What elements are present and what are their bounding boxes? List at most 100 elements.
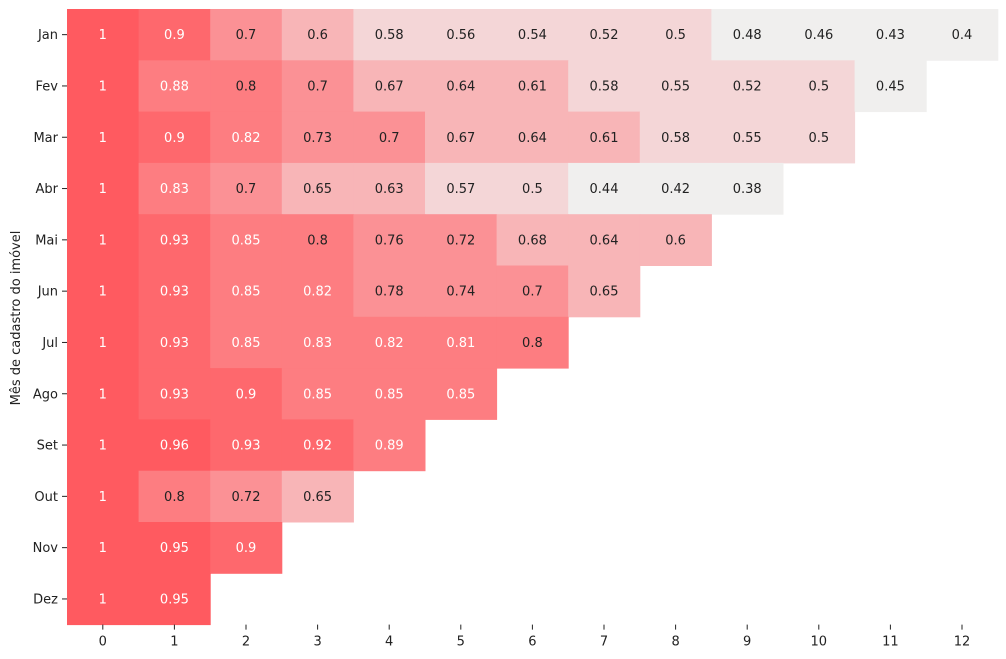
heatmap-cell-label: 0.58 [661,131,690,146]
heatmap-cell [353,419,426,472]
heatmap-cell [425,111,498,164]
heatmap-cell-label: 0.7 [307,79,328,94]
heatmap-cell [639,214,712,266]
heatmap-cell-label: 0.76 [375,233,404,248]
heatmap-cell [425,214,498,266]
heatmap-cell [783,111,856,164]
heatmap-cell [568,9,641,61]
heatmap-cell [711,111,784,164]
heatmap-cell [281,419,354,472]
x-tick-label: 11 [882,635,899,650]
heatmap-cell [639,162,712,215]
heatmap-cell-label: 0.85 [303,387,332,402]
heatmap-cell-label: 0.65 [590,285,619,300]
heatmap-cell-label: 0.68 [518,233,547,248]
x-tick-label: 10 [811,635,828,650]
heatmap-cell-label: 0.6 [665,233,686,248]
heatmap-cell-label: 0.5 [808,79,829,94]
heatmap-cell [568,265,641,318]
heatmap-cell [67,419,140,472]
x-tick-label: 7 [600,635,608,650]
heatmap-cell-label: 0.73 [303,131,332,146]
heatmap-cell [353,368,426,420]
heatmap-cell [67,368,140,420]
heatmap-cell [783,60,856,113]
heatmap-cell [281,60,354,113]
heatmap-cell [138,9,211,61]
heatmap-cell [425,60,498,113]
heatmap-cell [210,111,283,164]
heatmap-cell-label: 0.85 [232,233,261,248]
heatmap-cell [210,470,283,523]
heatmap-cell [425,9,498,61]
heatmap-cell-label: 0.85 [232,285,261,300]
heatmap-cell [138,573,211,626]
y-tick-label: Dez [33,592,58,607]
heatmap-cell-label: 0.8 [236,79,257,94]
heatmap-cell [568,60,641,113]
heatmap-cell-label: 0.44 [590,182,619,197]
heatmap-cell [639,60,712,113]
heatmap-cell [67,470,140,523]
heatmap-cell-label: 0.72 [446,233,475,248]
heatmap-cell-label: 0.67 [446,131,475,146]
heatmap-cell-label: 0.82 [375,336,404,351]
heatmap-cell [783,9,856,61]
heatmap-cell [138,470,211,523]
heatmap-cell-label: 0.64 [518,131,547,146]
heatmap-cell [639,111,712,164]
x-tick-label: 6 [528,635,536,650]
heatmap-cell [67,522,140,574]
y-axis-ticks: Jan Fev Mar Abr Mai Jun Jul Ago Set Out Nov Dez [33,28,67,607]
heatmap-cell [210,9,283,61]
heatmap-cell-label: 0.61 [518,79,547,94]
heatmap-cell [210,214,283,266]
heatmap-cell-label: 0.5 [522,182,543,197]
y-tick-label: Jun [37,285,58,300]
heatmap-cell-label: 1 [99,592,107,607]
heatmap-cell [67,162,140,215]
heatmap-cell-label: 0.85 [375,387,404,402]
heatmap-cell-label: 0.8 [164,490,185,505]
heatmap-cell-label: 0.93 [160,387,189,402]
heatmap-cell [281,162,354,215]
y-tick-label: Ago [33,387,58,402]
heatmap-cell-label: 0.9 [164,131,185,146]
y-tick-label: Jan [37,28,58,43]
heatmap-cell-label: 0.74 [446,285,475,300]
heatmap-cell [138,316,211,369]
x-tick-label: 5 [457,635,465,650]
heatmap-cell-label: 1 [99,541,107,556]
heatmap-cell [67,265,140,318]
heatmap-cell [568,111,641,164]
heatmap-cell [425,162,498,215]
heatmap-cell-label: 0.93 [160,233,189,248]
heatmap-cell-label: 0.93 [160,336,189,351]
heatmap-cell-label: 0.7 [522,285,543,300]
heatmap-cell-label: 0.64 [590,233,619,248]
heatmap-cell-label: 0.38 [733,182,762,197]
heatmap-cell-label: 1 [99,490,107,505]
heatmap-cell [281,9,354,61]
heatmap-cell-label: 0.58 [375,28,404,43]
heatmap-cell [711,162,784,215]
heatmap-cell-label: 0.82 [303,285,332,300]
heatmap-cell-label: 0.7 [236,28,257,43]
heatmap-cell-label: 0.9 [236,541,257,556]
heatmap-cells [67,9,999,626]
heatmap-cell-label: 1 [99,285,107,300]
heatmap-cell [210,316,283,369]
heatmap-cell [496,162,569,215]
heatmap-cell [138,214,211,266]
heatmap-cell-label: 0.89 [375,439,404,454]
heatmap-cell-label: 0.46 [804,28,833,43]
heatmap-cell-label: 0.45 [876,79,905,94]
heatmap-cell-label: 0.9 [236,387,257,402]
heatmap-cell-label: 0.48 [733,28,762,43]
x-tick-label: 8 [671,635,679,650]
x-tick-label: 1 [170,635,178,650]
heatmap-cell [138,162,211,215]
heatmap-cell [281,470,354,523]
heatmap-cell-label: 0.54 [518,28,547,43]
